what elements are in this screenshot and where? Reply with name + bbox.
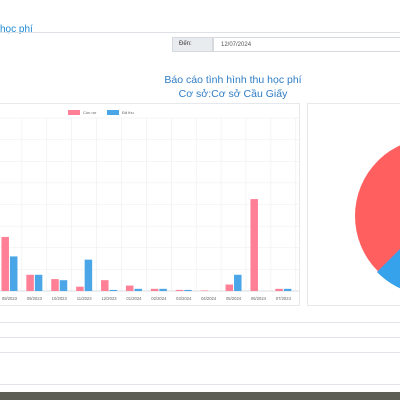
bar-con-no [125,285,134,291]
bar-da-thu [184,289,192,291]
x-tick-label: 09/2023 [27,296,43,301]
to-date-input[interactable]: 12/07/2024 [213,37,400,52]
x-tick-label: 08/2023 [2,296,18,301]
legend-swatch-con-no [68,110,80,115]
bar-da-thu [59,280,68,291]
bar-da-thu [34,274,43,291]
x-tick-label: 10/2023 [52,296,68,301]
report-title-line2: Cơ sở:Cơ sở Cầu Giấy [178,88,288,100]
bar-con-no [200,290,209,291]
chart-legend: Còn nợ Đã thu [0,110,300,116]
pie-slice-blue [377,249,400,289]
x-tick-label: 11/2023 [77,296,92,301]
x-tick-label: 12/2023 [101,296,117,301]
legend-label-da-thu: Đã thu [122,110,134,115]
legend-swatch-da-thu [107,110,119,115]
bar-con-no [250,199,258,291]
table-divider-1 [0,322,400,323]
table-divider-2 [0,337,400,338]
bar-da-thu [283,288,292,291]
x-tick-label: 04/2024 [201,296,217,301]
pie-chart-panel [307,103,400,306]
report-title: Báo cáo tình hình thu học phí Cơ sở:Cơ s… [150,73,316,101]
table-divider-3 [0,352,400,353]
report-title-line1: Báo cáo tình hình thu học phí [164,74,302,86]
x-tick-label: 07/2024 [276,296,292,301]
background-strip [0,392,400,400]
x-tick-label: 05/2024 [226,296,242,301]
bar-con-no [175,289,184,291]
to-date-label: Đến: [172,37,213,52]
x-tick-label: 01/2024 [126,296,142,301]
bar-da-thu [134,288,142,291]
bar-con-no [225,284,234,291]
legend-label-con-no: Còn nợ [83,110,97,115]
bar-con-no [1,236,9,291]
bar-chart-panel: 08/2023 09/2023 10/2023 11/2023 12/2023 01/20… [0,103,300,306]
bar-con-no [101,280,109,291]
bar-con-no [76,286,84,291]
bar-da-thu [9,256,18,291]
bar-con-no [26,274,34,291]
bar-da-thu [234,274,242,291]
bar-con-no [150,288,159,291]
table-divider-4 [0,384,400,385]
x-tick-label: 03/2024 [176,296,192,301]
page-title: học phí [0,24,33,35]
bar-con-no [51,279,59,291]
bar-con-no [275,288,283,291]
toolbar-divider [0,32,400,33]
x-tick-label: 02/2024 [151,296,167,301]
pie-slice-main [355,145,400,287]
pie-chart [355,145,400,289]
bar-da-thu [159,288,167,291]
bar-da-thu [109,289,118,291]
bar-chart: 08/2023 09/2023 10/2023 11/2023 12/2023 01/20… [0,117,300,301]
x-tick-label: 06/2024 [251,296,267,301]
bar-da-thu [84,259,93,291]
